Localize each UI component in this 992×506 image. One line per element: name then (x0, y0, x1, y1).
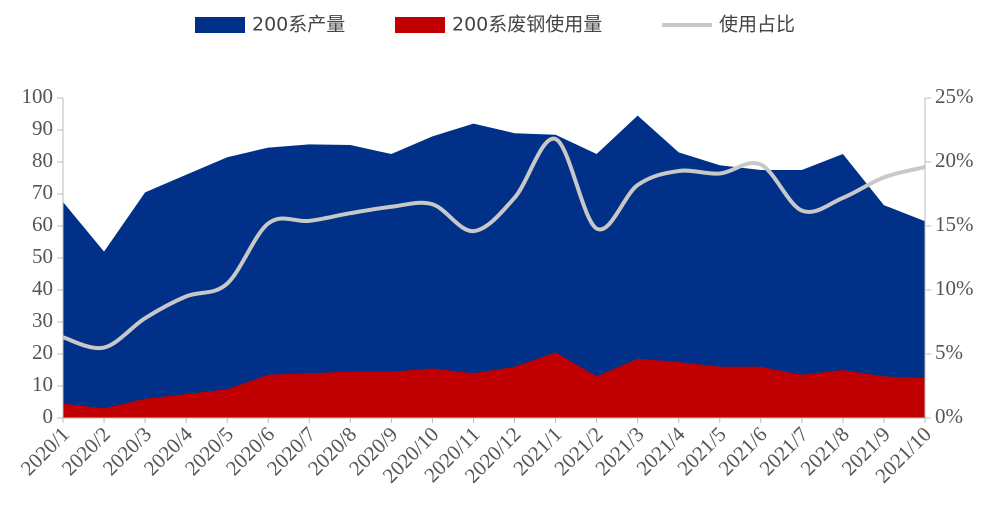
area (63, 352, 925, 418)
y2-tick-label: 20% (935, 148, 974, 172)
line (62, 136, 926, 351)
legend-label: 200系产量 (252, 14, 345, 36)
y-tick-label: 60 (32, 212, 53, 236)
y-tick-label: 30 (32, 308, 53, 332)
legend-swatch (395, 17, 445, 33)
y2-tick-label: 25% (935, 84, 974, 108)
y-tick-label: 20 (32, 340, 53, 364)
y-tick-label: 0 (43, 404, 54, 428)
legend-swatch (195, 17, 245, 33)
y-tick-label: 40 (32, 276, 53, 300)
y-tick-label: 100 (22, 84, 54, 108)
y2-tick-label: 0% (935, 404, 963, 428)
y2-tick-label: 10% (935, 276, 974, 300)
area (63, 115, 925, 418)
legend-label: 使用占比 (719, 14, 795, 36)
y-tick-label: 80 (32, 148, 53, 172)
y-tick-label: 10 (32, 372, 53, 396)
legend-label: 200系废钢使用量 (452, 14, 602, 36)
y-tick-label: 50 (32, 244, 53, 268)
y2-tick-label: 5% (935, 340, 963, 364)
y-tick-label: 70 (32, 180, 53, 204)
y-tick-label: 90 (32, 116, 53, 140)
y2-tick-label: 15% (935, 212, 974, 236)
